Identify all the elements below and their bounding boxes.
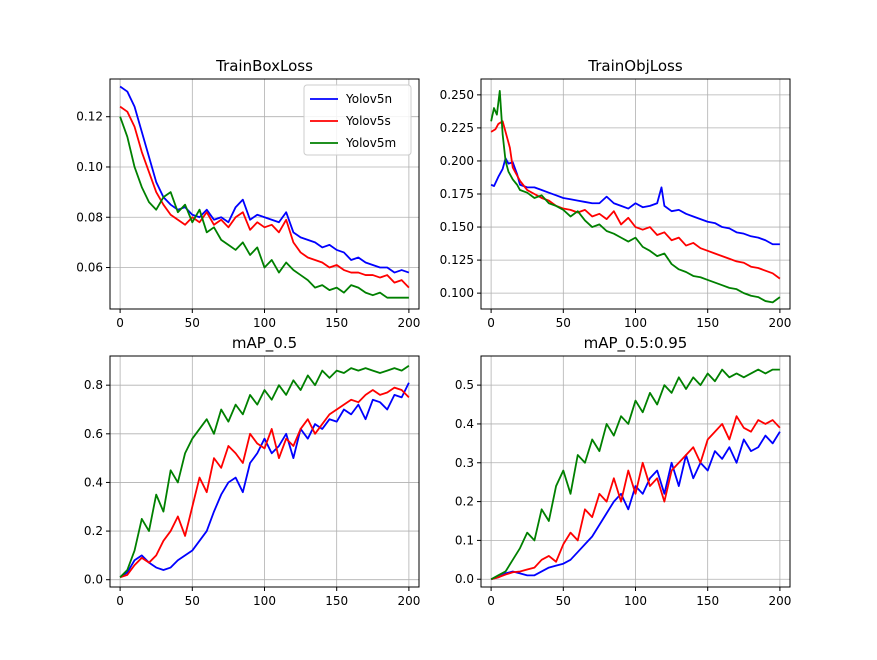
x-tick-label: 200 <box>397 316 420 330</box>
y-tick-label: 0.1 <box>455 533 474 547</box>
series-line-yolov5s <box>490 415 781 581</box>
legend: Yolov5n Yolov5s Yolov5m <box>303 84 412 156</box>
x-tick-label: 0 <box>487 594 495 608</box>
series-line-yolov5n <box>119 382 410 579</box>
y-tick-label: 0.08 <box>76 210 103 224</box>
y-tick-label: 0.125 <box>440 253 474 267</box>
chart-title: mAP_0.5:0.95 <box>584 334 688 353</box>
x-tick-label: 200 <box>397 594 420 608</box>
legend-box <box>303 84 412 156</box>
y-tick-label: 0.3 <box>455 456 474 470</box>
y-tick-label: 0.225 <box>440 121 474 135</box>
y-tick-label: 0.200 <box>440 154 474 168</box>
x-tick-label: 100 <box>624 594 647 608</box>
y-tick-label: 0.6 <box>84 427 103 441</box>
y-tick-label: 0.150 <box>440 220 474 234</box>
legend-label-yolov5s: Yolov5s <box>345 114 391 128</box>
series-line-yolov5m <box>119 364 410 578</box>
y-tick-label: 0.4 <box>455 417 474 431</box>
y-tick-label: 0.4 <box>84 475 103 489</box>
x-tick-label: 100 <box>253 316 276 330</box>
y-tick-label: 0.2 <box>455 495 474 509</box>
chart-title: mAP_0.5 <box>232 334 297 353</box>
y-tick-label: 0.10 <box>76 160 103 174</box>
series-line-yolov5s <box>119 386 410 579</box>
x-tick-label: 0 <box>487 316 495 330</box>
x-tick-label: 50 <box>185 594 200 608</box>
y-tick-label: 0.12 <box>76 110 103 124</box>
x-tick-label: 150 <box>325 316 348 330</box>
y-tick-label: 0.06 <box>76 261 103 275</box>
y-tick-label: 0.5 <box>455 378 474 392</box>
legend-label-yolov5m: Yolov5m <box>345 136 396 150</box>
y-tick-label: 0.0 <box>455 572 474 586</box>
x-tick-label: 50 <box>185 316 200 330</box>
series-line-yolov5m <box>119 116 409 299</box>
series-line-yolov5m <box>490 368 780 581</box>
y-tick-label: 0.175 <box>440 187 474 201</box>
x-tick-label: 0 <box>116 594 124 608</box>
x-tick-label: 200 <box>768 594 791 608</box>
chart-panel-trainobjloss: 0 50 100 150 200 0.100 0.125 0.150 0.175 0.200 0.2… <box>440 57 792 330</box>
x-tick-label: 150 <box>696 594 719 608</box>
series-line-yolov5n <box>119 85 410 274</box>
chart-panel-map-0-5: 0 50 100 150 200 0.0 0.2 0.4 0.6 0.8 mAP_0.5 <box>84 334 420 608</box>
x-tick-label: 0 <box>116 316 124 330</box>
series-line-yolov5m <box>490 90 781 304</box>
series-line-yolov5s <box>490 120 781 280</box>
x-tick-label: 100 <box>624 316 647 330</box>
x-tick-label: 100 <box>253 594 276 608</box>
series-line-yolov5s <box>119 105 410 289</box>
x-tick-label: 200 <box>768 316 791 330</box>
chart-panel-map-0-5-0-95: 0 50 100 150 200 0.0 0.1 0.2 0.3 0.4 0.5 mAP_0.5:0.… <box>455 334 791 608</box>
y-tick-label: 0.250 <box>440 88 474 102</box>
y-tick-label: 0.2 <box>84 524 103 538</box>
y-tick-label: 0.100 <box>440 286 474 300</box>
x-tick-label: 150 <box>325 594 348 608</box>
x-tick-label: 50 <box>556 594 571 608</box>
chart-title: TrainBoxLoss <box>215 57 313 75</box>
x-tick-label: 150 <box>696 316 719 330</box>
chart-title: TrainObjLoss <box>587 57 683 75</box>
series-line-yolov5n <box>490 431 781 581</box>
x-tick-label: 50 <box>556 316 571 330</box>
chart-panel-trainboxloss: 0 50 100 150 200 0.06 0.08 0.10 0.12 TrainBoxLoss… <box>76 57 420 330</box>
y-tick-label: 0.8 <box>84 378 103 392</box>
y-tick-label: 0.0 <box>84 573 103 587</box>
legend-label-yolov5n: Yolov5n <box>345 92 392 106</box>
